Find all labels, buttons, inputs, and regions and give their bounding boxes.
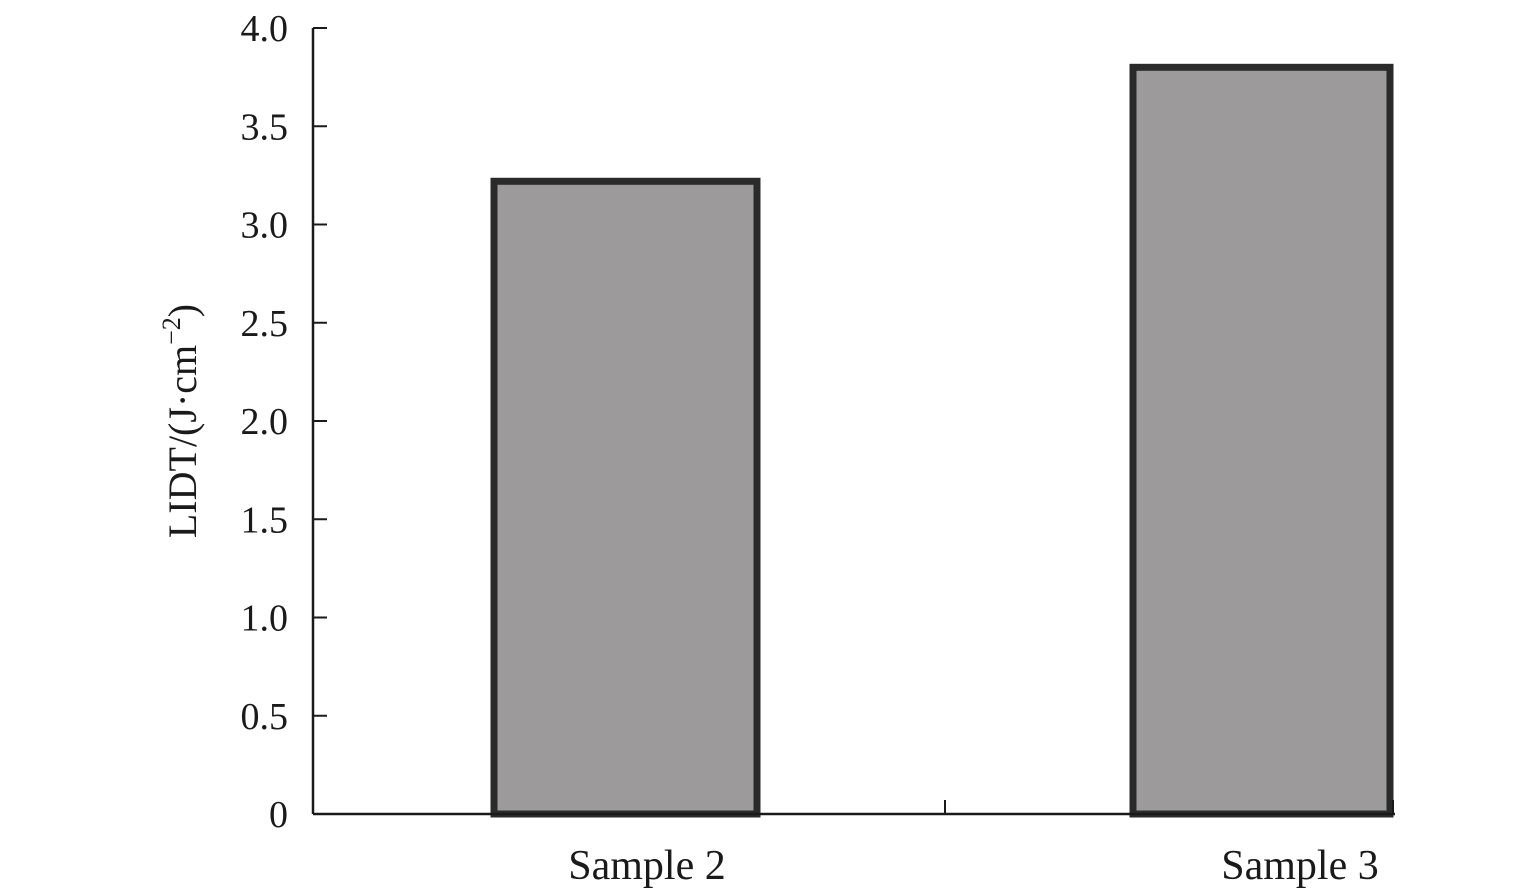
- y-tick-label: 0.5: [241, 696, 289, 738]
- bar-sample-2: [490, 177, 761, 818]
- y-axis-title-close: ): [160, 304, 205, 317]
- y-axis: 0 0.5 1.0 1.5 2.0 2.5 3.0 3.5 4.0: [241, 8, 327, 836]
- y-tick-label: 1.0: [241, 598, 289, 640]
- y-tick-label: 0: [269, 794, 288, 836]
- y-tick-label: 3.5: [241, 106, 289, 148]
- x-tick-labels: Sample 2 Sample 3: [568, 843, 1378, 889]
- y-tick-label: 2.5: [241, 303, 289, 345]
- x-tick-label: Sample 3: [1221, 843, 1378, 889]
- y-tick-label: 4.0: [241, 8, 289, 50]
- y-ticks: 0 0.5 1.0 1.5 2.0 2.5 3.0 3.5 4.0: [241, 8, 327, 836]
- x-axis: Sample 2 Sample 3: [313, 800, 1395, 889]
- bar-sample-3: [1129, 63, 1394, 818]
- y-axis-title-main: LIDT/(J·cm: [160, 345, 205, 538]
- bars: [490, 63, 1394, 818]
- y-tick-label: 2.0: [241, 401, 289, 443]
- y-tick-label: 1.5: [241, 499, 289, 541]
- y-axis-title: LIDT/(J·cm−2): [157, 304, 205, 538]
- y-axis-title-superscript: −2: [157, 317, 186, 345]
- x-tick-label: Sample 2: [568, 843, 725, 889]
- y-tick-label: 3.0: [241, 205, 289, 247]
